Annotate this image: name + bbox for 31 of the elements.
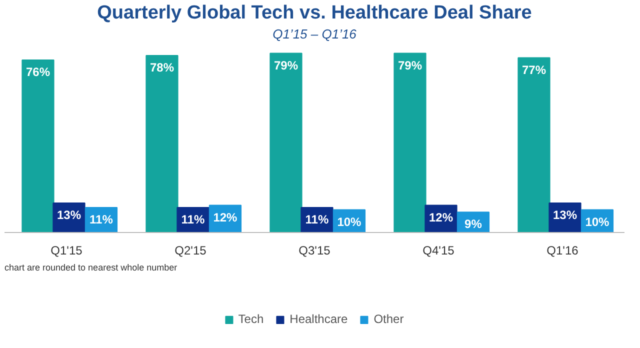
x-tick-label: Q1'16 xyxy=(546,244,579,258)
x-tick-label: Q4'15 xyxy=(422,244,455,258)
legend-label: Tech xyxy=(238,312,264,326)
legend-label: Healthcare xyxy=(290,312,348,326)
chart-title: Quarterly Global Tech vs. Healthcare Deal Share xyxy=(97,2,532,24)
data-label: 78% xyxy=(150,60,174,75)
data-label: 10% xyxy=(337,214,362,229)
bar xyxy=(22,60,54,232)
text: chart are rounded to nearest whole number xyxy=(4,262,178,272)
data-label: 12% xyxy=(428,210,454,224)
bar xyxy=(270,52,302,232)
x-tick-label: Q2'15 xyxy=(174,244,207,258)
data-label: 13% xyxy=(552,208,578,222)
data-label: 11% xyxy=(90,212,114,227)
data-label: 11% xyxy=(181,212,205,227)
data-label: 10% xyxy=(585,214,610,229)
data-label: 76% xyxy=(26,65,50,80)
chart-subtitle: Q1’15 – Q1’16 xyxy=(272,26,358,42)
bar xyxy=(394,52,426,232)
bar xyxy=(518,57,550,232)
data-label: 79% xyxy=(274,58,298,72)
data-label: 12% xyxy=(213,210,238,224)
data-label: 79% xyxy=(398,58,422,72)
bar xyxy=(146,55,178,232)
x-tick-label: Q1'15 xyxy=(50,244,83,258)
data-label: 13% xyxy=(56,208,82,222)
legend-label: Other xyxy=(374,312,404,326)
data-label: 11% xyxy=(305,212,329,227)
data-label: 9% xyxy=(464,217,482,232)
data-label: 77% xyxy=(522,62,546,77)
x-tick-label: Q3'15 xyxy=(298,244,331,258)
